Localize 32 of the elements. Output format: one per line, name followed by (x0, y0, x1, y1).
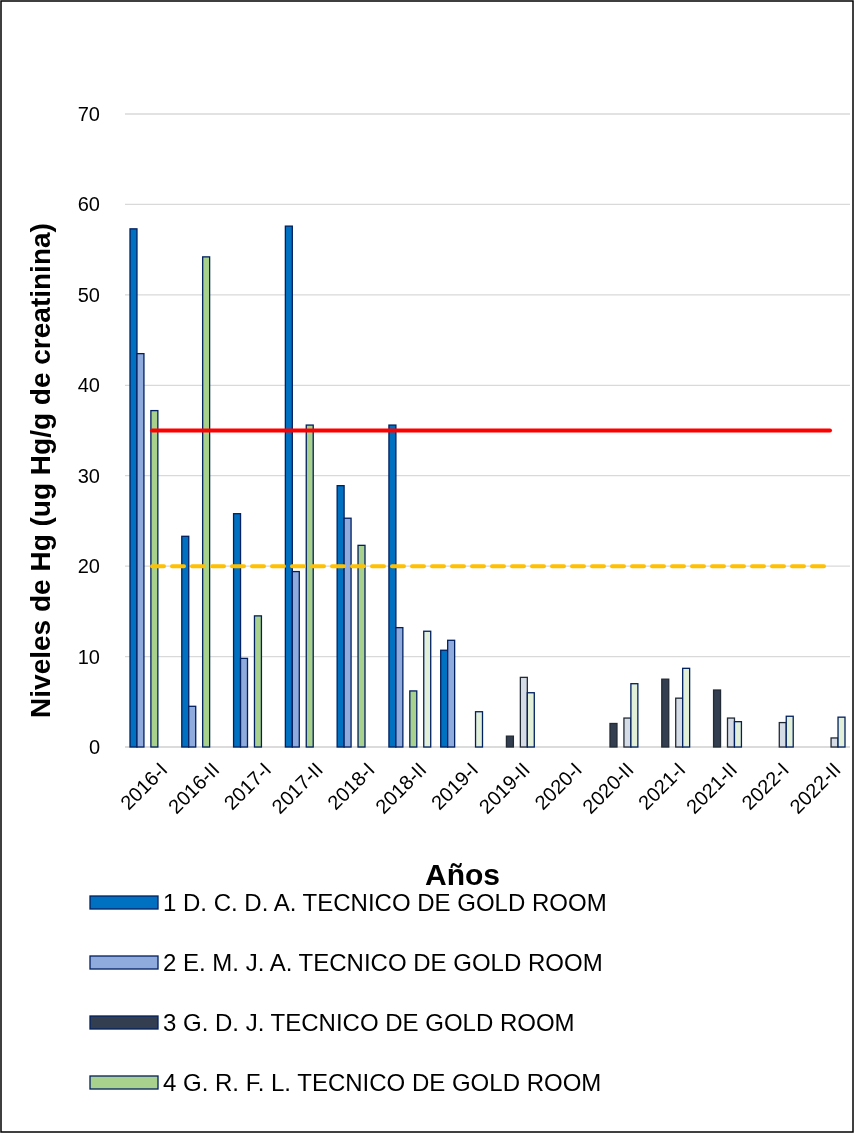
y-tick-label: 10 (77, 645, 100, 668)
bar (474, 711, 484, 748)
bar (682, 667, 691, 748)
y-axis-title: Niveles de Hg (ug Hg/g de creatinina) (25, 223, 56, 718)
x-axis-title: Años (425, 858, 500, 891)
y-tick-label: 60 (77, 193, 100, 216)
bar (253, 615, 263, 748)
legend-label: 2 E. M. J. A. TECNICO DE GOLD ROOM (163, 949, 603, 977)
bar (202, 256, 211, 748)
bar (423, 630, 432, 748)
bar (712, 689, 722, 748)
y-tick-label: 50 (77, 283, 100, 306)
bar (305, 424, 314, 748)
y-tick-label: 40 (77, 374, 100, 397)
bar (505, 735, 515, 748)
bar (526, 692, 535, 748)
bar (785, 715, 794, 748)
legend-label: 4 G. R. F. L. TECNICO DE GOLD ROOM (163, 1069, 602, 1097)
bar (630, 683, 639, 748)
bar (409, 690, 418, 748)
legend-label: 1 D. C. D. A. TECNICO DE GOLD ROOM (163, 889, 607, 917)
y-tick-label: 20 (77, 555, 100, 578)
bar (150, 409, 159, 748)
legend-label: 3 G. D. J. TECNICO DE GOLD ROOM (163, 1009, 575, 1037)
bar (661, 678, 670, 748)
bar (609, 722, 618, 748)
bar (357, 544, 366, 748)
y-tick-label: 70 (77, 103, 100, 125)
y-tick-label: 30 (77, 464, 100, 487)
bar (733, 721, 743, 748)
y-tick-label: 0 (88, 736, 100, 758)
bar (837, 716, 846, 748)
